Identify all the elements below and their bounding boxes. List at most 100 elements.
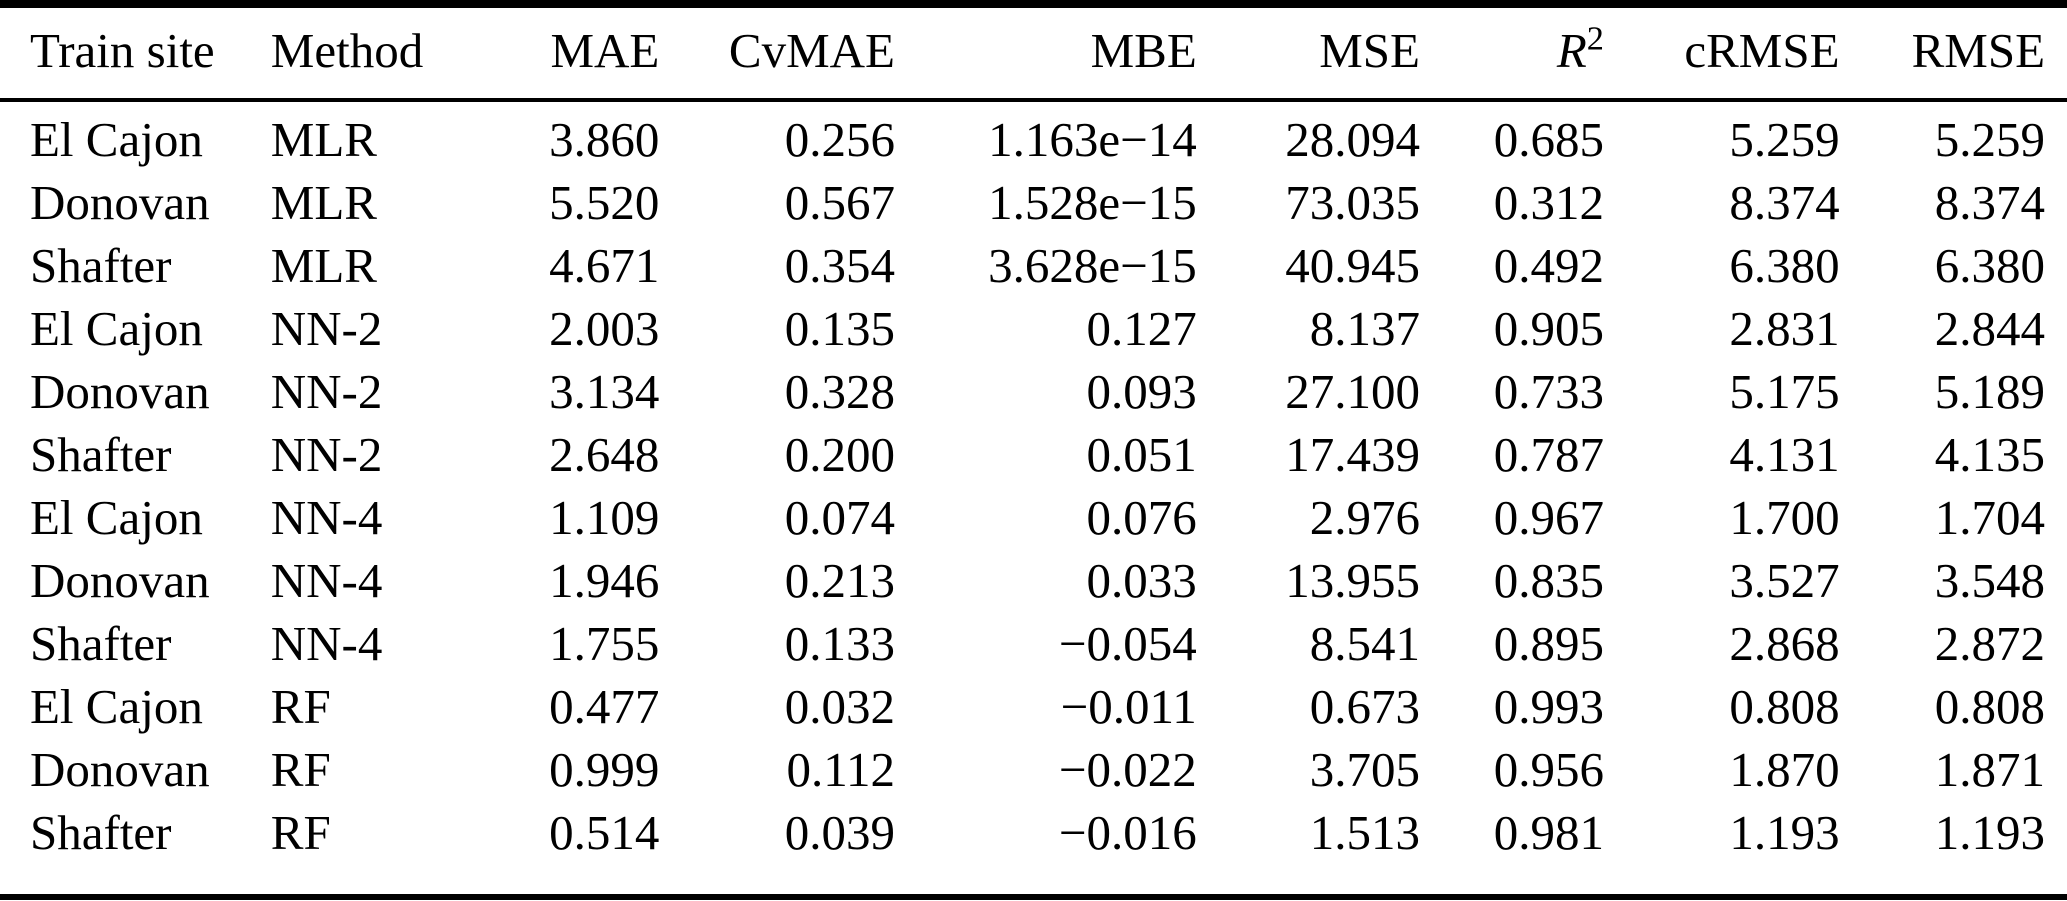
table-cell: 1.193 xyxy=(1729,805,1840,860)
table-cell: Shafter xyxy=(30,427,172,482)
col-header-mbe: MBE xyxy=(894,4,1197,102)
table-cell: 1.871 xyxy=(1934,742,2045,797)
table-cell: 0.076 xyxy=(1086,490,1197,545)
table-row: El Cajon MLR 3.860 0.256 1.163e−14 28.094 0.68… xyxy=(0,100,2067,171)
table-cell: El Cajon xyxy=(30,679,203,734)
table-cell: 0.074 xyxy=(784,490,895,545)
table-cell: 1.109 xyxy=(549,490,660,545)
table-cell: 17.439 xyxy=(1285,427,1420,482)
table-cell: 2.831 xyxy=(1729,301,1840,356)
table-cell: 0.673 xyxy=(1309,679,1420,734)
table-cell: 73.035 xyxy=(1285,175,1420,230)
table-cell: 1.870 xyxy=(1729,742,1840,797)
table-cell: 2.844 xyxy=(1934,301,2045,356)
table-cell: 0.787 xyxy=(1493,427,1604,482)
table-row: Shafter RF 0.514 0.039 −0.016 1.513 0.981 1.193… xyxy=(0,801,2067,897)
table-cell: −0.054 xyxy=(1058,616,1197,671)
table-row: El Cajon RF 0.477 0.032 −0.011 0.673 0.993 0.80… xyxy=(0,675,2067,738)
table-row: Donovan NN-4 1.946 0.213 0.033 13.955 0.835 3.5… xyxy=(0,549,2067,612)
table-cell: 0.312 xyxy=(1493,175,1604,230)
table-cell: 5.175 xyxy=(1729,364,1840,419)
col-header-crmse: cRMSE xyxy=(1603,4,1840,102)
table-cell: 0.033 xyxy=(1086,553,1197,608)
table-cell: 3.628e−15 xyxy=(988,238,1197,293)
table-cell: El Cajon xyxy=(30,301,203,356)
table-cell: 8.374 xyxy=(1934,175,2045,230)
table-row: El Cajon NN-4 1.109 0.074 0.076 2.976 0.967 1.7… xyxy=(0,486,2067,549)
table-cell: 0.808 xyxy=(1934,679,2045,734)
table-header-row: Train site Method MAE CvMAE MBE MSE R2 c… xyxy=(0,4,2067,102)
table-cell: NN-4 xyxy=(270,553,383,608)
table-cell: Donovan xyxy=(30,553,210,608)
table-cell: −0.022 xyxy=(1058,742,1197,797)
table-cell: Shafter xyxy=(30,616,172,671)
table-row: Shafter MLR 4.671 0.354 3.628e−15 40.945 0.492… xyxy=(0,234,2067,297)
table-cell: 1.528e−15 xyxy=(988,175,1197,230)
table-cell: 1.704 xyxy=(1934,490,2045,545)
table-cell: 0.039 xyxy=(784,805,895,860)
table-cell: 4.671 xyxy=(549,238,660,293)
table-cell: −0.016 xyxy=(1058,805,1197,860)
table-row: Shafter NN-4 1.755 0.133 −0.054 8.541 0.895 2.8… xyxy=(0,612,2067,675)
table-row: Donovan MLR 5.520 0.567 1.528e−15 73.035 0.312… xyxy=(0,171,2067,234)
table-cell: NN-4 xyxy=(270,616,383,671)
table-cell: 0.981 xyxy=(1493,805,1604,860)
table-cell: 8.541 xyxy=(1309,616,1420,671)
table-cell: 0.993 xyxy=(1493,679,1604,734)
table-cell: 0.093 xyxy=(1086,364,1197,419)
table-cell: 0.492 xyxy=(1493,238,1604,293)
table-cell: MLR xyxy=(270,112,377,167)
table-cell: 2.872 xyxy=(1934,616,2045,671)
col-header-mae: MAE xyxy=(489,4,660,102)
col-header-r-squared: R2 xyxy=(1419,4,1604,102)
table-cell: 0.032 xyxy=(784,679,895,734)
table-cell: MLR xyxy=(270,238,377,293)
table-cell: 28.094 xyxy=(1285,112,1420,167)
table-cell: 1.513 xyxy=(1309,805,1420,860)
table-cell: Donovan xyxy=(30,742,210,797)
table-cell: 1.163e−14 xyxy=(988,112,1197,167)
r-squared-exponent: 2 xyxy=(1586,19,1604,58)
table-cell: 4.131 xyxy=(1729,427,1840,482)
table-cell: 40.945 xyxy=(1285,238,1420,293)
col-header-method: Method xyxy=(270,4,490,102)
table-row: Donovan NN-2 3.134 0.328 0.093 27.100 0.733 5.1… xyxy=(0,360,2067,423)
table-cell: 0.733 xyxy=(1493,364,1604,419)
table-cell: 0.051 xyxy=(1086,427,1197,482)
table-cell: 0.967 xyxy=(1493,490,1604,545)
table-cell: 0.835 xyxy=(1493,553,1604,608)
table-cell: 0.354 xyxy=(784,238,895,293)
table-row: El Cajon NN-2 2.003 0.135 0.127 8.137 0.905 2.8… xyxy=(0,297,2067,360)
table-cell: 5.259 xyxy=(1934,112,2045,167)
col-header-train-site: Train site xyxy=(0,4,271,102)
table-cell: 3.134 xyxy=(549,364,660,419)
table-cell: 0.999 xyxy=(549,742,660,797)
table-row: Shafter NN-2 2.648 0.200 0.051 17.439 0.787 4.1… xyxy=(0,423,2067,486)
table-cell: 8.374 xyxy=(1729,175,1840,230)
table-cell: 0.200 xyxy=(784,427,895,482)
table-cell: 0.477 xyxy=(549,679,660,734)
table-cell: 4.135 xyxy=(1934,427,2045,482)
table-cell: 6.380 xyxy=(1934,238,2045,293)
table-cell: RF xyxy=(270,805,331,860)
table-cell: 0.808 xyxy=(1729,679,1840,734)
table-cell: 0.135 xyxy=(784,301,895,356)
table-cell: Donovan xyxy=(30,175,210,230)
table-cell: RF xyxy=(270,679,331,734)
table-cell: Shafter xyxy=(30,238,172,293)
table-cell: 0.112 xyxy=(786,742,895,797)
table-cell: −0.011 xyxy=(1060,679,1197,734)
table-cell: 0.895 xyxy=(1493,616,1604,671)
table-cell: 0.256 xyxy=(784,112,895,167)
table-cell: 0.328 xyxy=(784,364,895,419)
table-cell: 13.955 xyxy=(1285,553,1420,608)
table-cell: 2.976 xyxy=(1309,490,1420,545)
r-squared-base: R xyxy=(1556,23,1587,78)
table-cell: 27.100 xyxy=(1285,364,1420,419)
table-cell: 2.868 xyxy=(1729,616,1840,671)
table-cell: 1.193 xyxy=(1934,805,2045,860)
table-cell: 1.755 xyxy=(549,616,660,671)
table-cell: NN-2 xyxy=(270,427,383,482)
